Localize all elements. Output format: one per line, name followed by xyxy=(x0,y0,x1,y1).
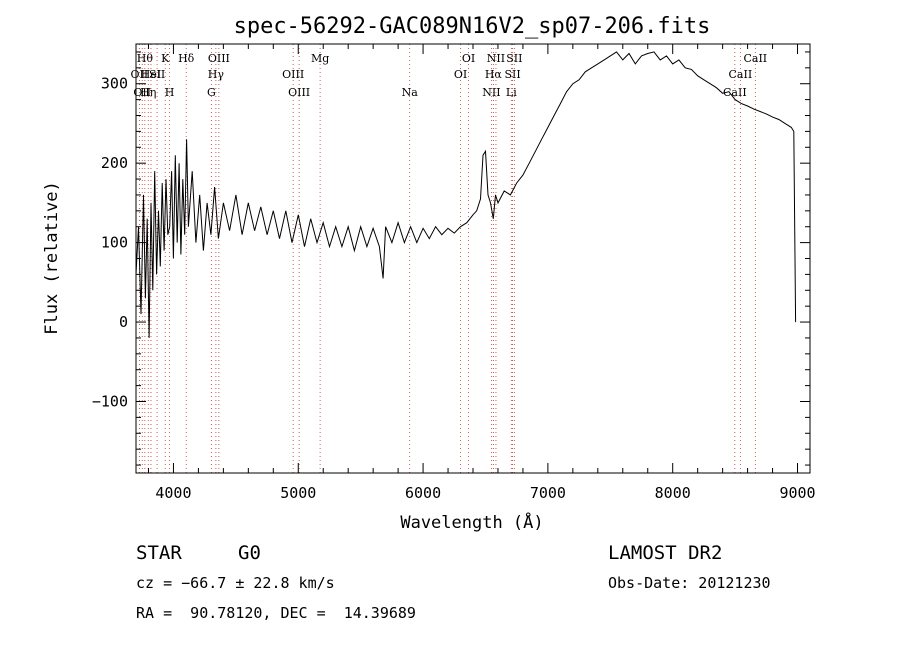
line-markers: OIIOIIHθHηHeISIIKHHδHγOIIIGOIIIOIIIMgNaO… xyxy=(131,44,767,473)
y-tick-label: −100 xyxy=(92,393,128,411)
x-tick-label: 6000 xyxy=(405,484,441,502)
line-marker-label: K xyxy=(161,52,170,65)
line-marker-label: OI xyxy=(454,68,467,81)
line-marker-label: CaII xyxy=(723,86,747,99)
survey-release: LAMOST DR2 xyxy=(608,542,723,564)
line-marker-label: Hη xyxy=(140,86,156,99)
line-marker-label: OI xyxy=(462,52,475,65)
y-axis-label: Flux (relative) xyxy=(42,181,62,335)
line-marker-label: NII xyxy=(487,52,505,65)
x-tick-label: 7000 xyxy=(530,484,566,502)
line-marker-label: SII xyxy=(504,68,520,81)
line-marker-label: Hδ xyxy=(178,52,195,65)
line-marker-label: OIII xyxy=(282,68,304,81)
line-marker-label: Mg xyxy=(311,52,329,65)
x-tick-label: 4000 xyxy=(155,484,191,502)
line-marker-label: OII xyxy=(133,86,151,99)
line-marker-label: SII xyxy=(506,52,522,65)
line-marker-label: HeI xyxy=(141,68,161,81)
redshift-velocity: cz = −66.7 ± 22.8 km/s xyxy=(136,574,335,592)
line-marker-label: Hθ xyxy=(137,52,154,65)
y-tick-label: 300 xyxy=(101,75,128,93)
y-tick-label: 100 xyxy=(101,234,128,252)
line-marker-label: CaII xyxy=(743,52,767,65)
line-marker-label: H xyxy=(165,86,175,99)
chart-title: spec-56292-GAC089N16V2_sp07-206.fits xyxy=(234,14,711,39)
x-tick-label: 9000 xyxy=(779,484,815,502)
spectrum-line xyxy=(135,51,797,338)
line-marker-label: G xyxy=(207,86,216,99)
line-marker-label: OIII xyxy=(208,52,230,65)
axis-ticks: 4000 5000 6000 7000 8000 9000 −100 0 100 200 300 xyxy=(92,44,816,502)
y-tick-label: 200 xyxy=(101,154,128,172)
line-marker-label: Na xyxy=(402,86,419,99)
line-marker-label: OIII xyxy=(288,86,310,99)
x-tick-label: 8000 xyxy=(655,484,691,502)
line-marker-label: CaII xyxy=(729,68,753,81)
line-marker-label: Hγ xyxy=(208,68,225,81)
x-axis-label: Wavelength (Å) xyxy=(400,511,543,533)
line-marker-label: Hα xyxy=(485,68,503,81)
line-marker-label: Li xyxy=(506,86,517,99)
line-marker-label: NII xyxy=(482,86,500,99)
plot-frame xyxy=(135,43,811,474)
y-tick-label: 0 xyxy=(119,313,128,331)
line-marker-label: SII xyxy=(149,68,165,81)
x-tick-label: 5000 xyxy=(280,484,316,502)
object-subclass: G0 xyxy=(238,542,261,564)
sky-coordinates: RA = 90.78120, DEC = 14.39689 xyxy=(136,604,416,622)
observation-date: Obs-Date: 20121230 xyxy=(608,574,771,592)
object-class: STAR xyxy=(136,542,182,564)
line-marker-label: OII xyxy=(131,68,149,81)
